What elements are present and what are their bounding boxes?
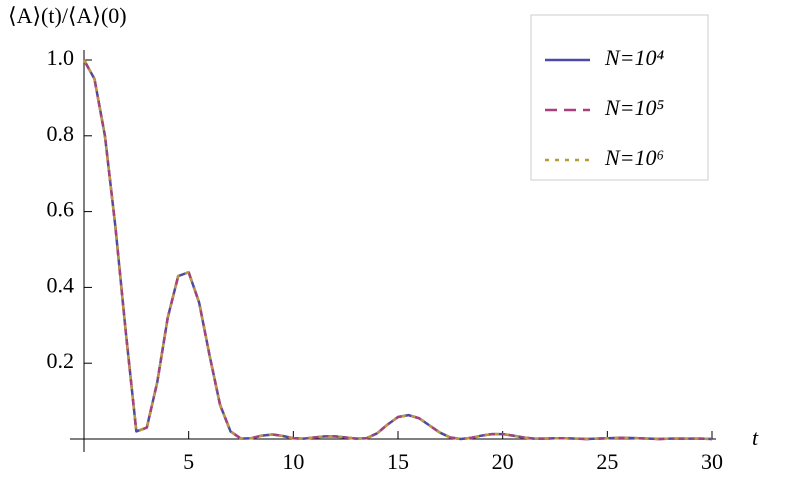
legend-label: N=10⁴ [604, 45, 665, 70]
x-tick-label: 30 [701, 449, 723, 474]
y-tick-label: 1.0 [47, 45, 75, 70]
y-tick-label: 0.2 [47, 348, 75, 373]
y-tick-label: 0.4 [47, 272, 75, 297]
x-tick-label: 25 [596, 449, 618, 474]
y-tick-label: 0.6 [47, 197, 75, 222]
x-tick-label: 20 [492, 449, 514, 474]
y-tick-label: 0.8 [47, 121, 75, 146]
x-tick-label: 5 [183, 449, 194, 474]
series-line [82, 59, 713, 441]
legend-label: N=10⁵ [604, 95, 665, 120]
x-tick-label: 15 [387, 449, 409, 474]
legend-box [530, 14, 709, 181]
x-axis-label: t [752, 425, 759, 450]
x-tick-label: 10 [282, 449, 304, 474]
legend-label: N=10⁶ [604, 145, 664, 170]
y-axis-label: ⟨A⟩(t)/⟨A⟩(0) [8, 3, 127, 28]
